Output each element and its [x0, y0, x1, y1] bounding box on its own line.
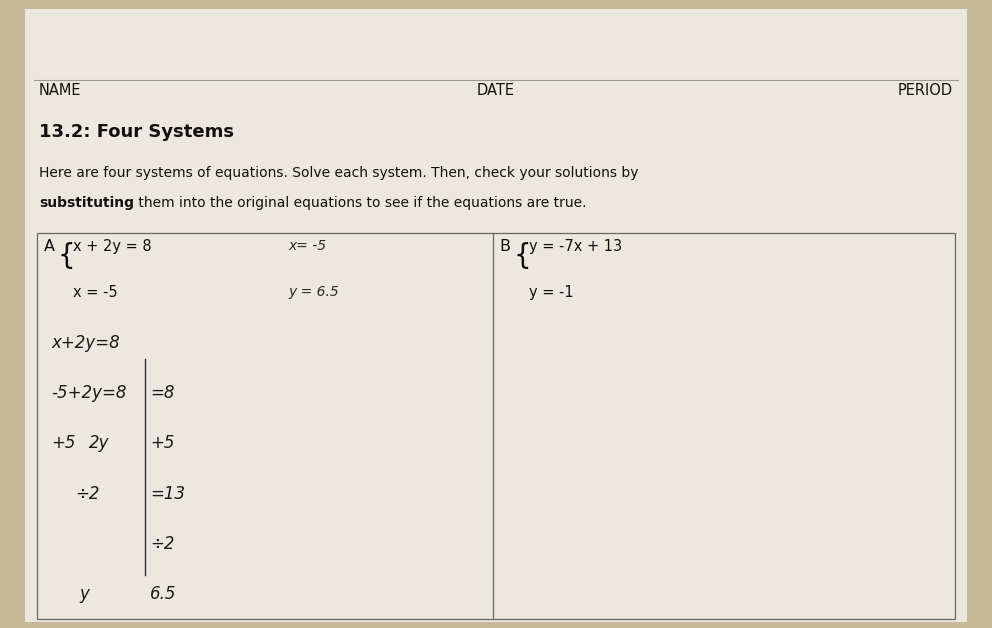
Text: 13.2: Four Systems: 13.2: Four Systems	[39, 122, 234, 141]
Text: y = -1: y = -1	[529, 285, 573, 300]
Text: A: A	[44, 239, 55, 254]
Text: y = 6.5: y = 6.5	[289, 285, 339, 299]
Text: DATE: DATE	[477, 83, 515, 98]
Text: NAME: NAME	[39, 83, 81, 98]
Text: PERIOD: PERIOD	[898, 83, 953, 98]
Text: +5: +5	[150, 435, 175, 452]
Text: 2y: 2y	[89, 435, 109, 452]
Text: x= -5: x= -5	[289, 239, 326, 253]
Text: x + 2y = 8: x + 2y = 8	[72, 239, 152, 254]
Text: them into the original equations to see if the equations are true.: them into the original equations to see …	[134, 196, 586, 210]
Text: -5+2y=8: -5+2y=8	[52, 384, 127, 402]
Text: y: y	[79, 585, 89, 603]
Text: =13: =13	[150, 485, 186, 502]
Text: x = -5: x = -5	[72, 285, 117, 300]
Text: x+2y=8: x+2y=8	[52, 334, 120, 352]
Text: {: {	[514, 242, 532, 270]
Text: y = -7x + 13: y = -7x + 13	[529, 239, 622, 254]
Text: ÷2: ÷2	[150, 535, 175, 553]
Text: 6.5: 6.5	[150, 585, 177, 603]
Text: B: B	[500, 239, 511, 254]
Text: ÷2: ÷2	[74, 485, 99, 502]
Text: substituting: substituting	[39, 196, 134, 210]
Text: {: {	[58, 242, 75, 270]
Text: Here are four systems of equations. Solve each system. Then, check your solution: Here are four systems of equations. Solv…	[39, 166, 639, 180]
Text: +5: +5	[52, 435, 75, 452]
Text: =8: =8	[150, 384, 175, 402]
